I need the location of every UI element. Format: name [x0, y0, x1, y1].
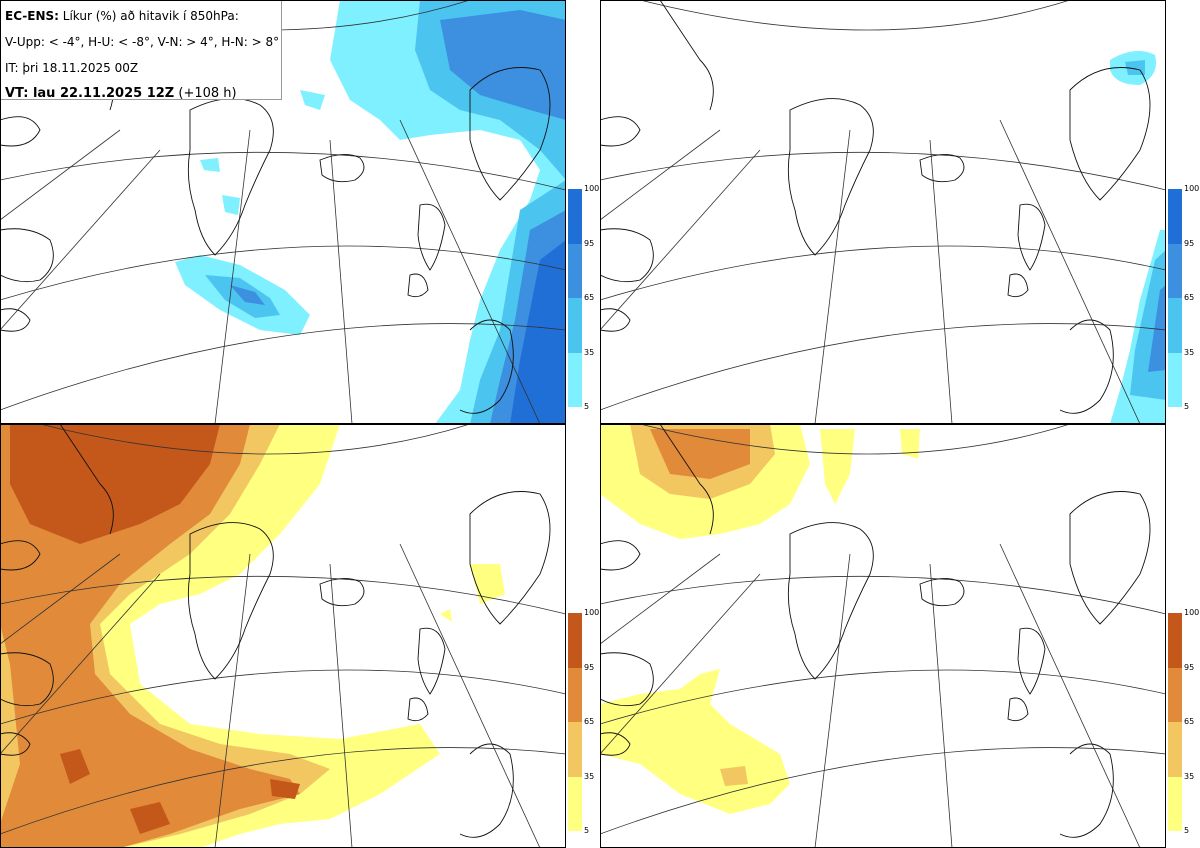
map-v-upp — [0, 0, 566, 424]
map-panel-v-upp: EC-ENS: Líkur (%) að hitavik í 850hPa: V… — [0, 0, 566, 424]
coastlines — [0, 424, 551, 838]
valid-time: VT: lau 22.11.2025 12Z — [5, 86, 175, 101]
colorbar-tick-label: 65 — [1184, 717, 1195, 726]
colorbar-segment — [1168, 243, 1182, 298]
colorbar-segment — [568, 243, 582, 298]
colorbar-segment — [568, 189, 582, 244]
colorbar-segment — [1168, 298, 1182, 353]
colorbar-tick-label: 100 — [1184, 608, 1200, 617]
colorbar-tick-label: 100 — [584, 608, 600, 617]
valid-time-line: VT: lau 22.11.2025 12Z (+108 h) — [5, 81, 277, 107]
probability-shading — [0, 424, 505, 848]
probability-shading — [600, 424, 920, 814]
probability-shading — [1110, 51, 1166, 424]
colorbar-tick-label: 95 — [584, 662, 595, 672]
graticule — [0, 424, 566, 848]
map-panel-h-n — [600, 424, 1166, 848]
colorbar-tick-label: 35 — [1184, 771, 1195, 781]
colorbar-tick-label: 65 — [584, 293, 595, 302]
legend-line: V-Upp: < -4°, H-U: < -8°, V-N: > 4°, H-N… — [5, 35, 280, 49]
colorbar-tick-label: 95 — [584, 238, 595, 248]
graticule — [600, 424, 1166, 848]
model-name: EC-ENS: — [5, 9, 59, 23]
title-text: Líkur (%) að hitavik í 850hPa: — [58, 9, 239, 23]
coastlines — [600, 0, 1151, 414]
colorbar-tick-label: 100 — [1184, 184, 1200, 193]
colorbar-segment — [568, 352, 582, 407]
colorbar-segment — [568, 613, 582, 668]
colorbar-warm-left: 100 95 65 35 5 — [568, 609, 599, 835]
map-h-n — [600, 424, 1166, 848]
title-line: EC-ENS: Líkur (%) að hitavik í 850hPa: — [5, 3, 277, 29]
colorbar-segment — [1168, 667, 1182, 722]
colorbar-tick-label: 5 — [584, 826, 590, 835]
colorbar-tick-label: 35 — [584, 771, 595, 781]
colorbar-tick-label: 5 — [1184, 402, 1190, 411]
valid-offset: (+108 h) — [174, 86, 237, 101]
colorbar-tick-label: 65 — [1184, 293, 1195, 302]
colorbar-segment — [568, 722, 582, 777]
colorbar-tick-label: 5 — [584, 402, 590, 411]
colorbar-segment — [568, 776, 582, 831]
colorbar-segment — [568, 667, 582, 722]
colorbar-cold-left: 100 95 65 35 5 — [568, 185, 599, 411]
graticule — [0, 0, 566, 424]
map-panel-h-u — [600, 0, 1166, 424]
coastlines — [600, 424, 1151, 838]
colorbar-tick-label: 100 — [584, 184, 600, 193]
info-box: EC-ENS: Líkur (%) að hitavik í 850hPa: V… — [0, 0, 282, 101]
probability-shading — [175, 0, 566, 424]
colorbar-segment — [1168, 352, 1182, 407]
map-h-u — [600, 0, 1166, 424]
colorbar-tick-label: 5 — [1184, 826, 1190, 835]
graticule — [600, 0, 1166, 424]
colorbar-segment — [1168, 189, 1182, 244]
colorbar-segment — [568, 298, 582, 353]
colorbar-tick-label: 65 — [584, 717, 595, 726]
init-time: IT: þri 18.11.2025 00Z — [5, 61, 139, 75]
map-v-n — [0, 424, 566, 848]
colorbar-tick-label: 95 — [1184, 238, 1195, 248]
map-panel-v-n — [0, 424, 566, 848]
colorbar-segment — [1168, 613, 1182, 668]
colorbar-warm-right: 100 95 65 35 5 — [1168, 609, 1199, 835]
colorbar-tick-label: 35 — [1184, 347, 1195, 357]
colorbar-tick-label: 95 — [1184, 662, 1195, 672]
colorbar-segment — [1168, 776, 1182, 831]
colorbar-tick-label: 35 — [584, 347, 595, 357]
colorbar-cold-right: 100 95 65 35 5 — [1168, 185, 1199, 411]
colorbar-segment — [1168, 722, 1182, 777]
